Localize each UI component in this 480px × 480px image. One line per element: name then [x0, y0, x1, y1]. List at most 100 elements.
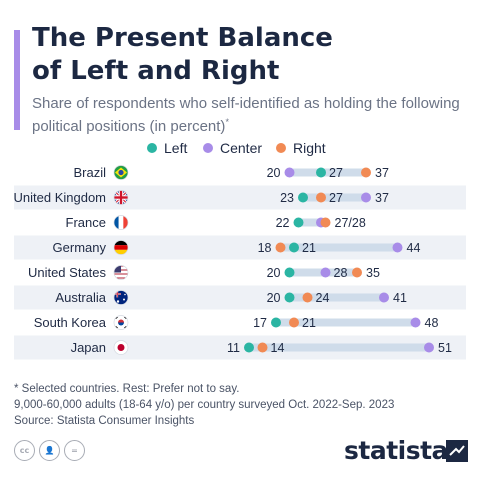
range-track — [289, 168, 366, 177]
legend-marker-left — [147, 143, 157, 153]
value-label-min: 23 — [280, 191, 294, 205]
legend-label-left: Left — [164, 140, 187, 156]
country-name: United States — [28, 265, 107, 280]
dot-center — [410, 317, 421, 328]
range-track — [276, 318, 416, 327]
value-label-min: 22 — [276, 216, 290, 230]
germany-flag-icon — [114, 240, 128, 255]
range-track — [289, 293, 384, 302]
by-icon[interactable]: 👤 — [39, 440, 60, 461]
dot-center — [379, 292, 389, 303]
uk-flag-icon — [114, 190, 128, 205]
chart-row-south-korea: South Korea 17 21 48 — [34, 315, 439, 330]
cc-icon[interactable]: cc — [14, 440, 35, 461]
south-korea-flag-icon — [114, 315, 128, 330]
value-label-min: 11 — [227, 341, 240, 355]
dot-center — [424, 342, 434, 353]
dot-right — [302, 292, 313, 303]
country-name: Australia — [55, 290, 106, 305]
chart-row-united-states: United States 20 28 35 — [28, 265, 380, 280]
chart-row-japan: Japan 11 14 51 — [14, 335, 466, 360]
footnote-selected-countries: * Selected countries. Rest: Prefer not t… — [14, 383, 240, 395]
legend: Left Center Right — [147, 140, 326, 156]
value-label-min: 18 — [258, 241, 272, 255]
dot-center — [284, 167, 295, 178]
value-label-mid: 27 — [329, 191, 343, 205]
country-name: Japan — [71, 340, 106, 355]
dot-right — [352, 267, 362, 278]
dot-left — [271, 317, 281, 328]
dot-right — [289, 317, 299, 328]
nd-icon[interactable]: = — [64, 440, 85, 461]
dot-right — [257, 342, 268, 353]
usa-flag-icon — [114, 265, 128, 280]
legend-label-right: Right — [293, 140, 326, 156]
value-label-mid: 14 — [271, 341, 285, 355]
subtitle-text: Share of respondents who self-identified… — [32, 95, 460, 135]
range-track — [280, 243, 398, 252]
legend-label-center: Center — [220, 140, 262, 156]
dot-center — [320, 267, 331, 278]
legend-marker-right — [276, 143, 286, 153]
dot-left — [316, 167, 326, 178]
range-track — [249, 343, 429, 352]
row-band — [14, 285, 466, 310]
footnote-survey-sample: 9,000-60,000 adults (18-64 y/o) per coun… — [14, 399, 395, 411]
value-label-max: 41 — [393, 291, 407, 305]
dot-left — [284, 267, 295, 278]
country-name: South Korea — [34, 315, 107, 330]
dot-right — [361, 167, 371, 178]
chart-title: The Present Balance of Left and Right — [32, 22, 462, 88]
value-label-mid: 21 — [302, 316, 316, 330]
value-label-mid: 28 — [334, 266, 348, 280]
value-label-max: 51 — [438, 341, 452, 355]
value-label-mid: 24 — [316, 291, 330, 305]
japan-flag-icon — [114, 340, 128, 355]
title-line-1: The Present Balance — [32, 23, 333, 53]
chart-subtitle: Share of respondents who self-identified… — [32, 94, 472, 136]
value-label-min: 17 — [253, 316, 267, 330]
dot-left — [293, 217, 304, 228]
title-line-2: of Left and Right — [32, 56, 280, 86]
row-band — [14, 185, 466, 210]
value-label-max: 37 — [375, 166, 389, 180]
value-label-min: 20 — [267, 266, 281, 280]
license-icons: cc 👤 = — [14, 440, 85, 461]
statista-logo[interactable]: statista — [344, 436, 448, 465]
footnote: * Selected countries. Rest: Prefer not t… — [14, 381, 474, 429]
legend-marker-center — [203, 143, 213, 153]
value-label-mid: 27 — [329, 166, 343, 180]
france-flag-icon — [114, 215, 128, 230]
value-label-mid: 21 — [302, 241, 316, 255]
country-name: Brazil — [73, 165, 106, 180]
value-label-max: 48 — [425, 316, 439, 330]
country-name: United Kingdom — [14, 190, 107, 205]
footnote-source: Source: Statista Consumer Insights — [14, 415, 195, 427]
dot-right — [320, 217, 331, 228]
australia-flag-icon — [114, 290, 128, 305]
chart-row-germany: Germany 18 21 44 — [14, 235, 466, 260]
chart-row-brazil: Brazil 20 27 37 — [73, 165, 388, 180]
chart-rows: Brazil 20 27 37 United Kingdom 23 27 37 France 22… — [14, 165, 466, 360]
dot-left — [298, 192, 308, 203]
country-name: France — [66, 215, 106, 230]
dot-left — [244, 342, 254, 353]
statista-logo-icon — [446, 440, 468, 462]
accent-bar — [14, 30, 20, 130]
value-label-max: 35 — [366, 266, 380, 280]
value-label-max: 27/28 — [335, 216, 366, 230]
value-label-min: 20 — [267, 291, 281, 305]
chart-row-australia: Australia 20 24 41 — [14, 285, 466, 310]
country-name: Germany — [53, 240, 107, 255]
brazil-flag-icon — [114, 165, 128, 180]
dot-right — [275, 242, 286, 253]
value-label-max: 37 — [375, 191, 389, 205]
dot-center — [392, 242, 403, 253]
value-label-max: 44 — [407, 241, 421, 255]
value-label-min: 20 — [267, 166, 281, 180]
dot-left — [284, 292, 295, 303]
chart-row-united-kingdom: United Kingdom 23 27 37 — [14, 185, 466, 210]
chart-row-france: France 22 27/28 — [66, 215, 366, 230]
dot-right — [316, 192, 326, 203]
